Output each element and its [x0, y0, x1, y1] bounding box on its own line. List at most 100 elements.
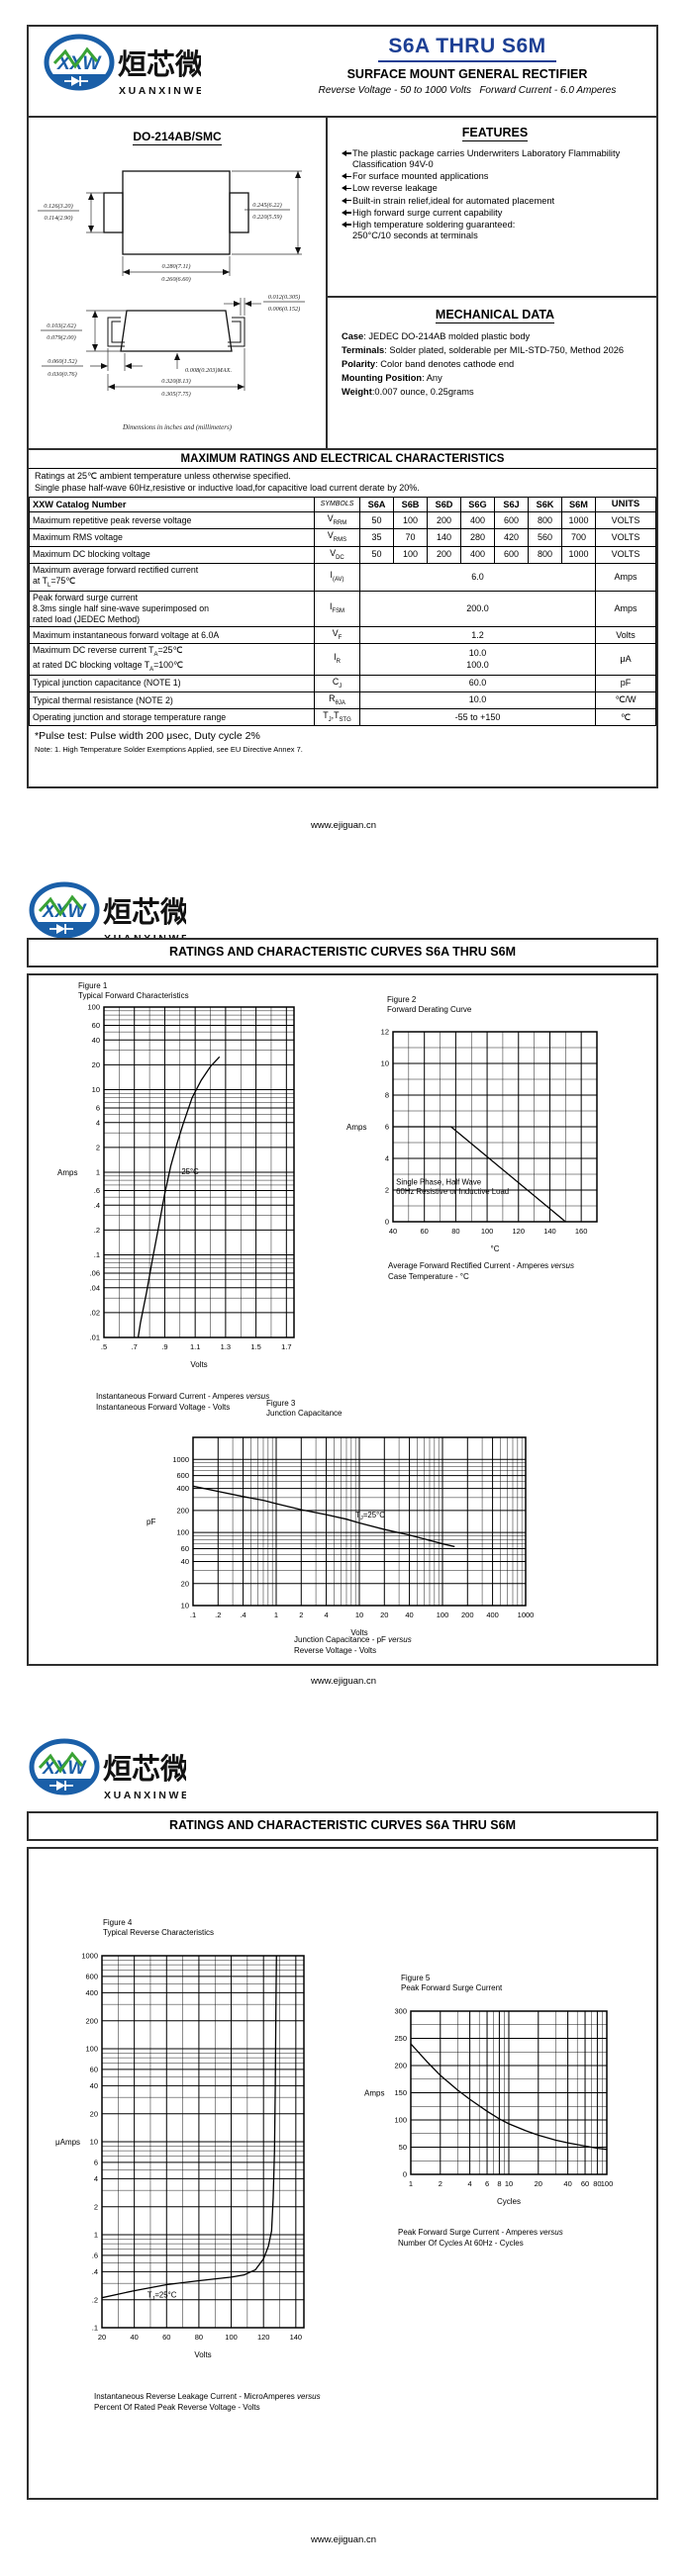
part-number-title: S6A THRU S6M	[378, 35, 556, 62]
svg-text:XUANXINWEI: XUANXINWEI	[104, 1790, 186, 1801]
x-tick-label: .5	[101, 1342, 107, 1351]
y-axis-label: Amps	[57, 1168, 77, 1177]
x-tick-label: 4	[468, 2179, 472, 2188]
dim-lead-length-den: 0.030(0.76)	[48, 371, 76, 378]
y-tick-label: 2	[385, 1186, 389, 1195]
y-tick-label: .1	[92, 2324, 98, 2333]
y-tick-label: 150	[394, 2088, 407, 2097]
arrow-bullet-icon	[342, 197, 352, 205]
y-tick-label: 20	[90, 2109, 98, 2118]
symbol-cell: VRRM	[314, 511, 360, 530]
arrow-bullet-icon	[342, 184, 352, 192]
parameter-cell: Peak forward surge current 8.3ms single h…	[29, 591, 315, 628]
figure-3-label: Figure 3	[266, 1399, 296, 1408]
x-tick-label: .7	[132, 1342, 138, 1351]
table-row: Typical thermal resistance (NOTE 2) RθJA 1…	[29, 690, 656, 710]
table-row: Maximum repetitive peak reverse voltage V…	[29, 511, 656, 530]
x-tick-label: 120	[257, 2333, 270, 2342]
x-tick-label: 100	[225, 2333, 238, 2342]
unit-cell: VOLTS	[595, 511, 656, 530]
value-cell: 50	[359, 511, 394, 530]
y-tick-label: 4	[96, 1118, 100, 1127]
y-tick-label: .4	[94, 1201, 100, 1210]
y-tick-label: 10	[90, 2138, 98, 2147]
value-cell: 800	[528, 511, 562, 530]
x-tick-label: 140	[290, 2333, 303, 2342]
figure-3-caption: Junction Capacitance - pF versus Reverse …	[294, 1635, 412, 1655]
x-tick-label: 200	[461, 1610, 474, 1619]
x-tick-label: 1.7	[281, 1342, 291, 1351]
figure-5-subtitle: Peak Forward Surge Current	[401, 1983, 503, 1993]
parameter-cell: Maximum instantaneous forward voltage at…	[29, 626, 315, 645]
y-tick-label: 200	[394, 2062, 407, 2070]
unit-cell: VOLTS	[595, 528, 656, 547]
value-cell: 400	[460, 545, 495, 564]
x-tick-label: .9	[161, 1342, 167, 1351]
xuanxinwei-logo-icon: XXW 烜芯微 XUANXINWEI	[29, 1738, 193, 1801]
x-tick-label: 40	[389, 1227, 397, 1236]
x-tick-label: 8	[497, 2179, 501, 2188]
y-axis-label: pF	[147, 1518, 155, 1526]
y-tick-label: 60	[90, 2065, 98, 2073]
package-outline-drawing: 0.126(3.20) 0.114(2.90) 0.245(6.22) 0.22…	[38, 170, 305, 431]
mechanical-line: Mounting Position: Any	[342, 372, 442, 383]
feature-item: High temperature soldering guaranteed: 2…	[342, 220, 648, 241]
title-block: S6A THRU S6M SURFACE MOUNT GENERAL RECTI…	[284, 35, 650, 96]
y-tick-label: .4	[92, 2267, 98, 2276]
x-tick-label: 20	[98, 2333, 106, 2342]
dimensions-caption: Dimensions in inches and (millimeters)	[122, 423, 233, 431]
symbol-cell: I(AV)	[314, 562, 360, 593]
figure-4-chart: 20 40 60 80 100 120 140 1000 600 400 200 100 60 40 20 1…	[55, 1952, 305, 2359]
y-tick-label: 10	[181, 1602, 189, 1610]
ratings-conditions: Ratings at 25℃ ambient temperature unles…	[29, 469, 656, 497]
feature-item: Built-in strain relief,ideal for automat…	[342, 196, 648, 207]
y-tick-label: .06	[90, 1269, 100, 1278]
footer-url-page3: www.ejiguan.cn	[310, 2534, 376, 2545]
xuanxinwei-logo-icon: XXW 烜芯微 XUANXINWEI	[44, 34, 208, 97]
column-header: S6G	[460, 497, 495, 513]
y-tick-label: 1000	[172, 1455, 189, 1464]
parameter-cell: Operating junction and storage temperatu…	[29, 708, 315, 727]
svg-text:烜芯微: 烜芯微	[118, 48, 201, 81]
ratings-section: MAXIMUM RATINGS AND ELECTRICAL CHARACTER…	[29, 450, 656, 786]
value-cell: 100	[393, 545, 428, 564]
x-tick-label: 6	[485, 2179, 489, 2188]
column-header: SYMBOLS	[314, 497, 360, 513]
x-tick-label: 80	[195, 2333, 203, 2342]
x-tick-label: 1	[409, 2179, 413, 2188]
chart-annotation: TJ=25°C	[147, 2291, 177, 2302]
feature-item: Low reverse leakage	[342, 183, 648, 194]
figure-4-title: Figure 4 Typical Reverse Characteristics	[103, 1918, 214, 1939]
data-curve	[411, 2043, 607, 2151]
value-cell: 1000	[561, 511, 596, 530]
brand-logo: XXW烜芯微XUANXINWEI	[43, 33, 208, 110]
dim-lead-length-num: 0.060(1.52)	[48, 358, 76, 365]
column-header: UNITS	[595, 497, 656, 513]
data-curve	[137, 1056, 221, 1337]
value-cell: 10.0	[359, 690, 596, 710]
mechanical-line: Polarity: Color band denotes cathode end	[342, 358, 515, 369]
dim-tab-height-num: 0.126(3.20)	[44, 203, 72, 210]
page2-figures-box: Figure 1 Typical Forward Characteristics…	[27, 973, 658, 1666]
voltage-current-tagline: Reverse Voltage - 50 to 1000 Volts Forwa…	[318, 85, 617, 96]
figure-3-subtitle: Junction Capacitance	[266, 1409, 343, 1419]
value-cell: -55 to +150	[359, 708, 596, 727]
unit-cell: Amps	[595, 562, 656, 593]
y-tick-label: 2	[96, 1143, 100, 1151]
unit-cell: Volts	[595, 626, 656, 645]
page1-main-box: XXW 烜芯微 XUANXINWEI S6A THRU S6M SURFACE MO…	[27, 25, 658, 788]
value-cell: 600	[494, 511, 529, 530]
table-row: Maximum RMS voltage VRMS 35 70 140 280 420 560 7…	[29, 528, 656, 547]
brand-logo: XXW烜芯微XUANXINWEI	[28, 880, 193, 958]
feature-item: High forward surge current capability	[342, 208, 648, 219]
y-tick-label: 40	[90, 2081, 98, 2090]
parameter-cell: Maximum DC blocking voltage	[29, 545, 315, 564]
value-cell: 70	[393, 528, 428, 547]
y-tick-label: 600	[85, 1972, 98, 1980]
mechanical-line: Weight:0.007 ounce, 0.25grams	[342, 386, 474, 397]
y-tick-label: 100	[176, 1528, 189, 1537]
symbol-cell: IR	[314, 643, 360, 676]
value-cell: 35	[359, 528, 394, 547]
symbol-cell: IFSM	[314, 591, 360, 628]
svg-text:XUANXINWEI: XUANXINWEI	[119, 85, 201, 97]
